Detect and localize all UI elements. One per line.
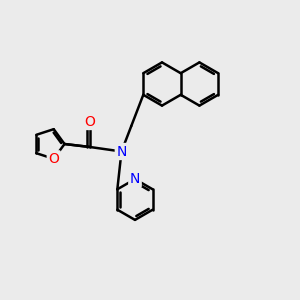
Text: N: N (130, 172, 140, 186)
Text: O: O (48, 152, 59, 166)
Text: N: N (116, 145, 127, 158)
Text: O: O (85, 115, 95, 128)
